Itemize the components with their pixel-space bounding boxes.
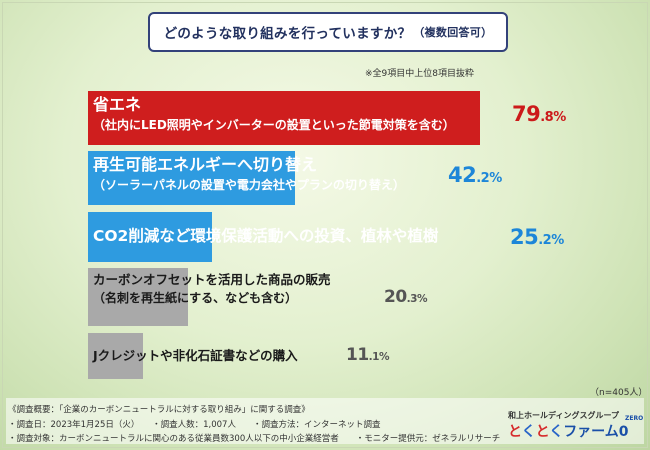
value-int-5: 11 (346, 345, 369, 365)
selection-note: ※全9項目中上位8項目抜粋 (365, 69, 474, 79)
bar-label-3: CO2削減など環境保護活動への投資、植林や植樹 (93, 227, 438, 246)
brand-part-6: 0 (618, 424, 629, 440)
footer-panel (6, 398, 644, 444)
bar-label-1: 省エネ （社内にLED照明やインバーターの設置といった節電対策を含む） (93, 95, 455, 133)
question-sub: （複数回答可） (413, 26, 493, 39)
bar-3 (88, 212, 212, 262)
question-text: どのような取り組みを行っていますか？ (163, 26, 412, 42)
bar-5 (88, 333, 143, 379)
value-label-5: 11.1% (346, 345, 390, 365)
brand-part-2: く (521, 424, 536, 440)
brand-zero: ZERO (625, 415, 644, 422)
brand-group: 和上ホールディングスグループ (508, 411, 619, 420)
brand-part-1: と (508, 424, 522, 440)
sample-size: （n=405人） (590, 388, 648, 398)
value-int-4: 20 (384, 287, 407, 307)
value-label-2: 42.2% (448, 163, 502, 187)
bar-label-2: 再生可能エネルギーへ切り替え （ソーラーパネルの設置や電力会社やプランの切り替え） (93, 155, 405, 193)
brand-logo: とくとくファーム0 ZERO (508, 415, 643, 441)
bar-label-4: カーボンオフセットを活用した商品の販売 （名刺を再生紙にする、なども含む） (93, 272, 331, 306)
survey-summary: 《調査概要：「企業のカーボンニュートラルに対する取り組み」に関する調査》 (8, 405, 310, 415)
value-dec-1: .8% (540, 110, 566, 125)
bar-detail-4: （名刺を再生紙にする、なども含む） (93, 290, 298, 305)
value-label-3: 25.2% (510, 225, 564, 249)
value-dec-5: .1% (368, 351, 390, 363)
value-int-3: 25 (510, 225, 539, 249)
bar-4 (88, 268, 188, 326)
bar-1 (88, 91, 480, 145)
value-int-1: 79 (512, 102, 541, 126)
brand-part-5: ファーム (563, 424, 619, 440)
bar-title-3: CO2削減など環境保護活動への投資、植林や植樹 (93, 227, 439, 246)
brand-part-3: と (535, 424, 550, 440)
bar-title-5: Jクレジットや非化石証書などの購入 (93, 348, 298, 364)
bar-title-2: 再生可能エネルギーへ切り替え (93, 155, 318, 174)
value-label-1: 79.8% (512, 102, 566, 126)
survey-details-2: ・調査対象：カーボンニュートラルに関心のある従業員数300人以下の中小企業経営者… (8, 434, 501, 444)
bar-detail-1: （社内にLED照明やインバーターの設置といった節電対策を含む） (93, 118, 455, 132)
brand-part-4: く (549, 424, 564, 440)
value-label-4: 20.3% (384, 287, 428, 307)
survey-details-1: ・調査日：2023年1月25日（火） ・調査人数：1,007人 ・調査方法：イン… (8, 420, 381, 430)
bar-label-5: Jクレジットや非化石証書などの購入 (93, 348, 298, 364)
bar-detail-2: （ソーラーパネルの設置や電力会社やプランの切り替え） (93, 178, 405, 192)
bar-title-4: カーボンオフセットを活用した商品の販売 (93, 272, 331, 287)
bar-title-1: 省エネ (93, 95, 142, 114)
value-dec-3: .2% (538, 233, 564, 248)
value-dec-2: .2% (476, 171, 502, 186)
bar-2 (88, 151, 296, 205)
question-box: どのような取り組みを行っていますか？ （複数回答可） (148, 12, 508, 52)
value-dec-4: .3% (406, 293, 428, 305)
value-int-2: 42 (448, 163, 477, 187)
